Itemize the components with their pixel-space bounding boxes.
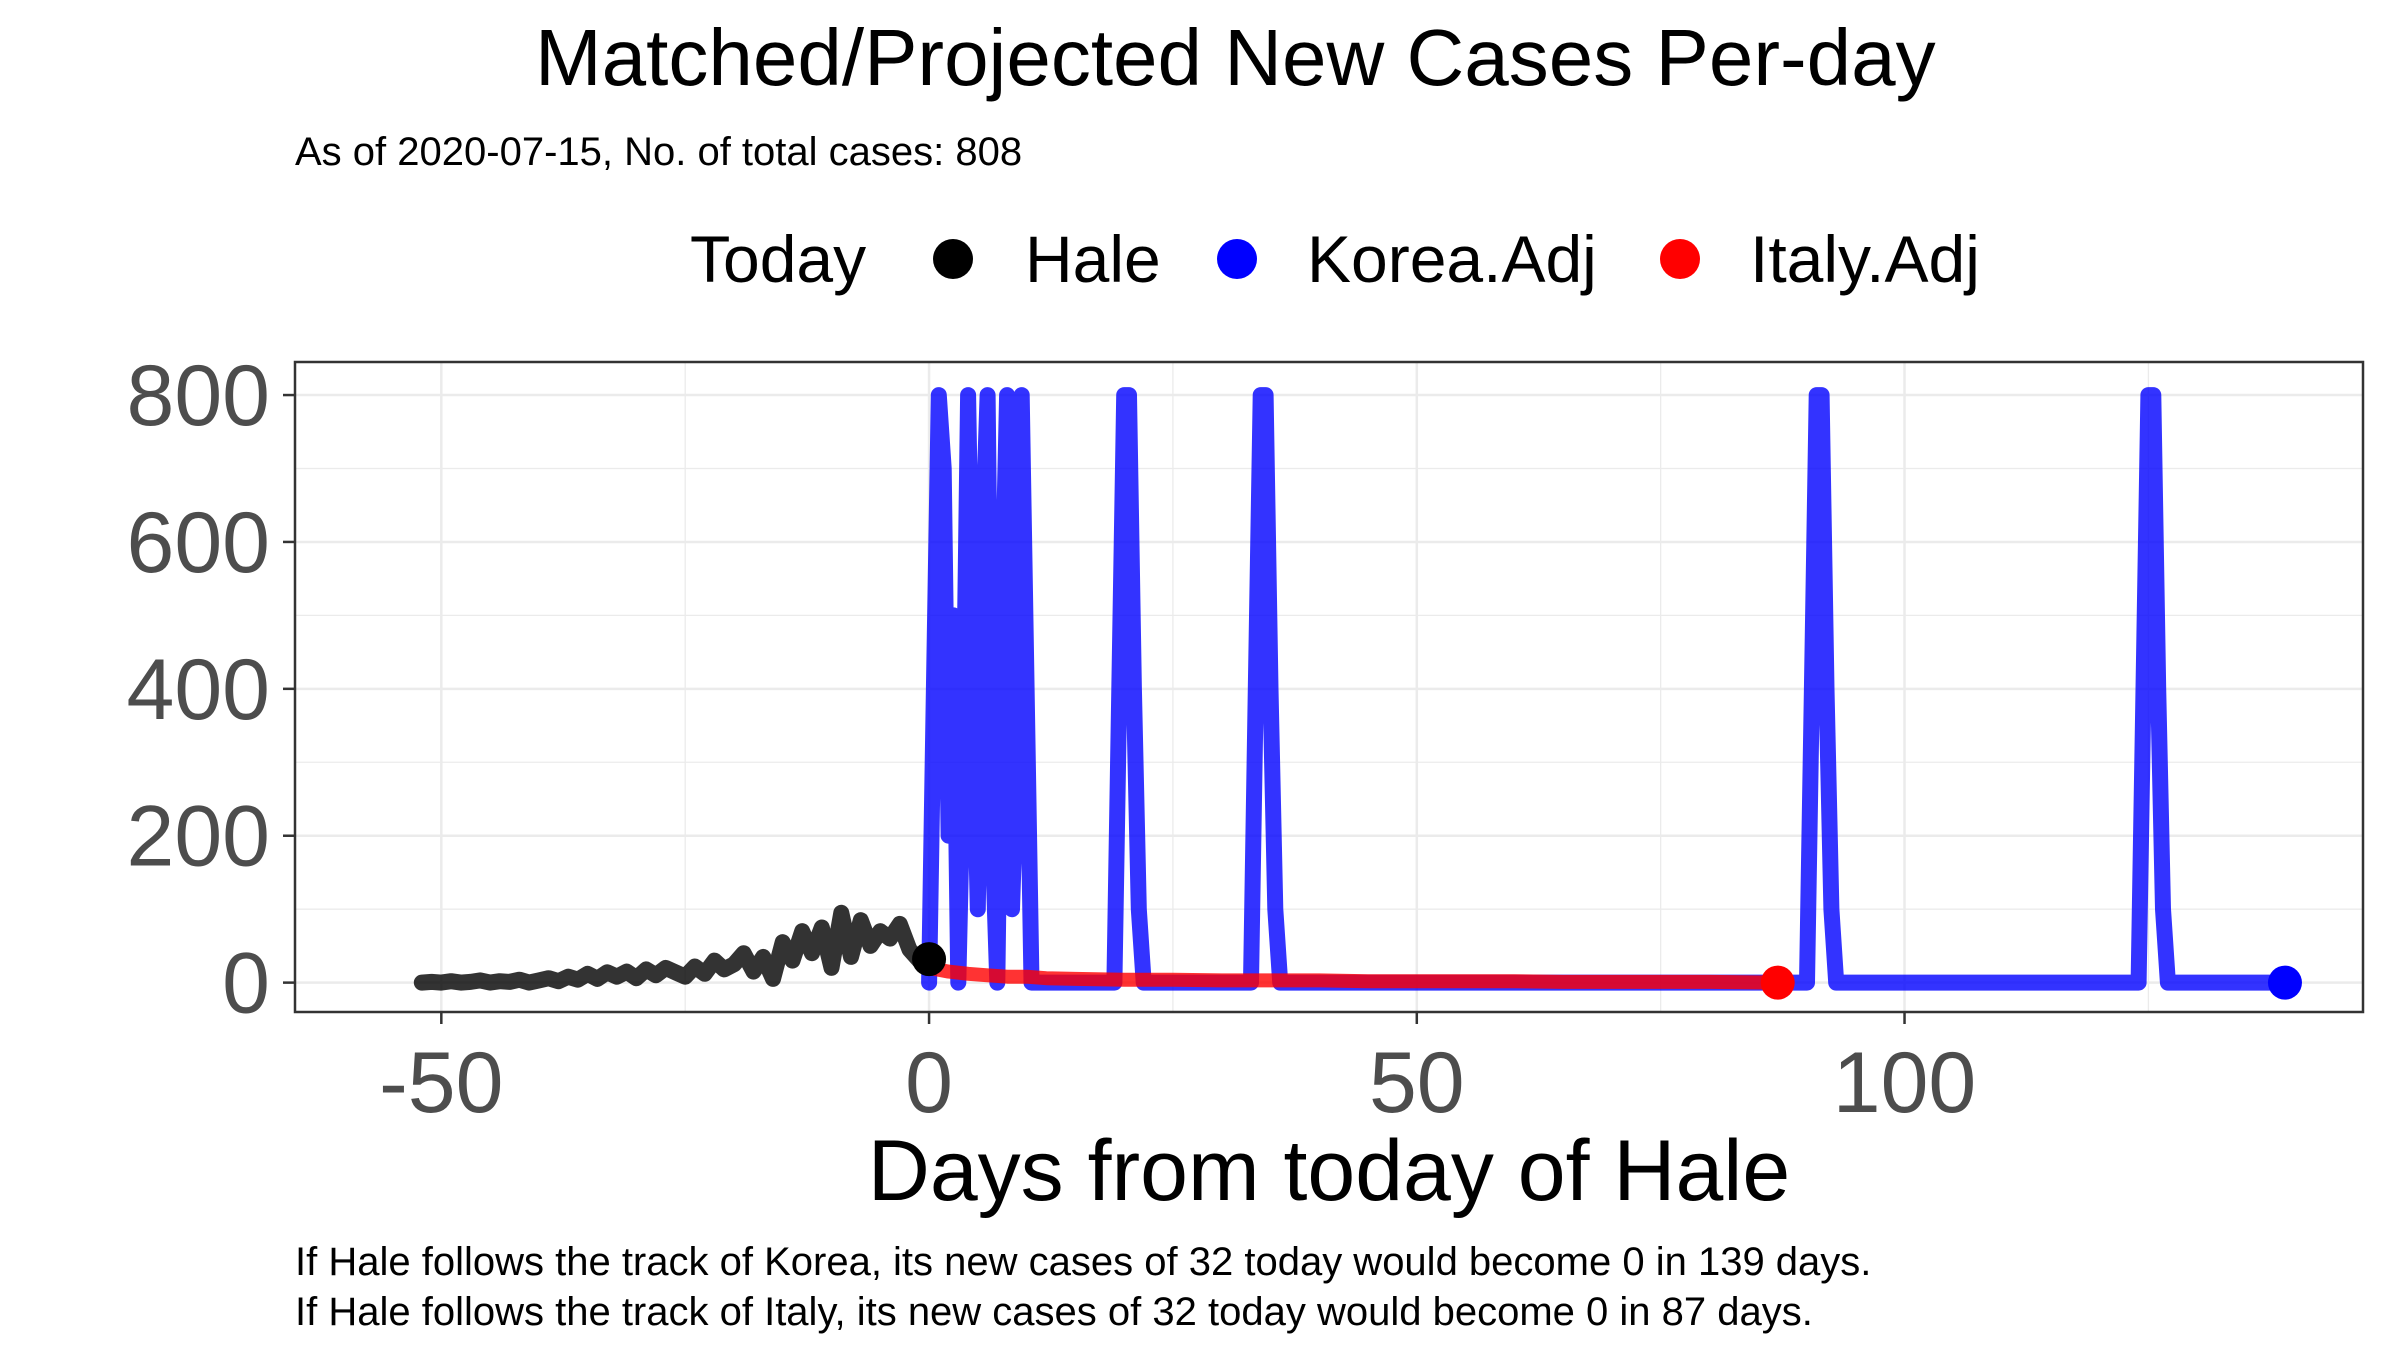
y-tick-label: 200	[127, 789, 271, 885]
legend-title: Today	[690, 222, 866, 296]
plot-panel	[295, 362, 2363, 1012]
legend-label-italy: Italy.Adj	[1750, 222, 1980, 296]
y-tick-label: 0	[222, 936, 270, 1032]
y-tick-label: 600	[127, 495, 271, 591]
data-marks	[413, 387, 2302, 1000]
series-line-hale	[413, 904, 938, 991]
x-axis-title: Days from today of Hale	[868, 1123, 1790, 1219]
x-tick-label: 50	[1369, 1035, 1465, 1131]
today-point	[912, 942, 947, 977]
caption-line-1: If Hale follows the track of Korea, its …	[295, 1240, 1871, 1284]
chart-subtitle: As of 2020-07-15, No. of total cases: 80…	[295, 130, 1022, 174]
y-tick-label: 400	[127, 642, 271, 738]
axis-ticks: -50 0 50 100 0 200 400 600 800	[127, 348, 1977, 1131]
caption-line-2: If Hale follows the track of Italy, its …	[295, 1290, 1813, 1334]
plot-border	[293, 360, 2365, 1014]
legend: Today Hale Korea.Adj Italy.Adj	[690, 222, 1980, 296]
legend-key-korea	[1217, 239, 1257, 279]
x-tick-label: 0	[905, 1035, 953, 1131]
series-line-italy-adj	[922, 960, 1785, 990]
series-line-korea-adj	[921, 387, 2293, 991]
end-point-korea-adj	[2267, 965, 2302, 1000]
y-tick-label: 800	[127, 348, 271, 444]
end-point-italy-adj	[1760, 965, 1795, 1000]
x-tick-label: -50	[379, 1035, 503, 1131]
legend-label-korea: Korea.Adj	[1307, 222, 1597, 296]
legend-label-hale: Hale	[1025, 222, 1161, 296]
chart-title: Matched/Projected New Cases Per-day	[535, 13, 1936, 102]
legend-key-hale	[933, 239, 973, 279]
x-tick-label: 100	[1833, 1035, 1977, 1131]
legend-key-italy	[1660, 239, 1700, 279]
